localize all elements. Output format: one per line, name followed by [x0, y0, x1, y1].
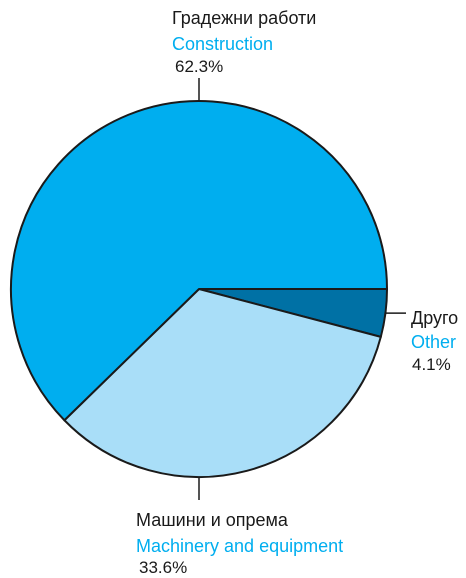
other-label-mk: Друго	[411, 308, 458, 328]
construction-label-en: Construction	[172, 34, 273, 54]
other-value-label: 4.1%	[412, 355, 451, 374]
machinery-label-group: Машини и опрема Machinery and equipment …	[136, 510, 343, 577]
machinery-label-en: Machinery and equipment	[136, 536, 343, 556]
construction-label-group: Градежни работи Construction 62.3%	[172, 8, 316, 76]
construction-label-mk: Градежни работи	[172, 8, 316, 28]
leader-lines	[198, 78, 406, 500]
pie-slices	[10, 100, 388, 478]
other-label-group: Друго Other 4.1%	[411, 308, 458, 374]
machinery-slice	[63, 288, 382, 478]
machinery-label-mk: Машини и опрема	[136, 510, 289, 530]
other-label-en: Other	[411, 332, 456, 352]
construction-slice	[10, 100, 388, 422]
machinery-value-label: 33.6%	[139, 558, 187, 577]
construction-value-label: 62.3%	[175, 57, 223, 76]
